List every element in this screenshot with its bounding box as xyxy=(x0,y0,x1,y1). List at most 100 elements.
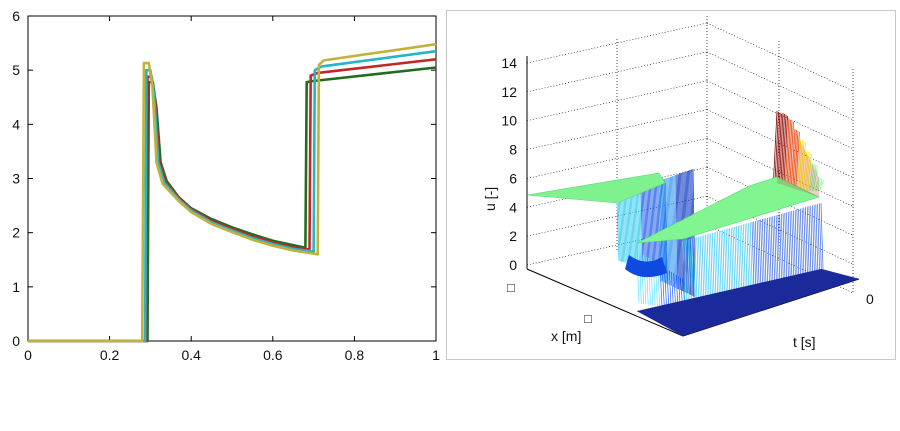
mesh-line xyxy=(798,209,801,276)
mesh-line xyxy=(664,267,667,308)
mesh-line xyxy=(818,203,822,270)
mesh-line xyxy=(820,202,824,270)
mesh-line xyxy=(804,151,809,192)
mesh-line xyxy=(755,221,758,289)
x-tick-label: 0.2 xyxy=(100,347,120,360)
mesh-line xyxy=(780,113,785,192)
mesh-line xyxy=(814,176,820,192)
line-chart: 0 0.2 0.4 0.6 0.8 1 0 1 2 3 4 5 6 xyxy=(12,8,440,360)
mesh-line xyxy=(801,208,805,275)
z-tick-label: 4 xyxy=(509,199,517,215)
mesh-line xyxy=(798,139,803,192)
surface-base xyxy=(637,269,859,336)
mesh-line xyxy=(711,232,715,303)
mesh-line xyxy=(652,187,656,271)
mesh-line xyxy=(725,229,729,298)
mesh-line xyxy=(710,233,713,303)
grid-line xyxy=(526,195,708,237)
grid-line xyxy=(526,80,708,122)
z-tick-label: 14 xyxy=(501,55,517,71)
mesh-line xyxy=(655,186,658,271)
mesh-line xyxy=(720,230,724,300)
surface-chart-panel: 0 2 4 6 8 10 12 14 u [-] x [m] t [s] □ □ 0 xyxy=(446,10,896,360)
mesh-line xyxy=(791,211,795,278)
mesh-line xyxy=(622,198,626,263)
z-tick-label: 6 xyxy=(509,170,517,186)
mesh-line xyxy=(813,165,818,192)
z-tick-label: 12 xyxy=(501,84,517,100)
mesh-line xyxy=(744,223,748,293)
mesh-line xyxy=(717,231,720,301)
y-tick-label: 1 xyxy=(12,279,20,295)
x-tick-label: 0.6 xyxy=(263,347,283,360)
mesh-line xyxy=(736,226,739,295)
mesh-line xyxy=(802,150,808,192)
mesh-line xyxy=(705,234,708,305)
mesh-line xyxy=(627,196,631,264)
z-tick-label: 8 xyxy=(509,142,517,158)
mesh-line xyxy=(808,206,812,273)
t-tick-label: 0 xyxy=(866,291,874,307)
mesh-line xyxy=(715,231,719,302)
mesh-line xyxy=(617,200,621,262)
mesh-line xyxy=(696,237,700,307)
surface-plateau-left xyxy=(526,172,666,204)
mesh-line xyxy=(623,198,627,263)
mesh-line xyxy=(767,217,770,286)
z-tick-label: 10 xyxy=(501,113,517,129)
mesh-line xyxy=(774,215,777,284)
mesh-line xyxy=(768,217,772,285)
x-tick-label: □ xyxy=(507,280,515,295)
mesh-line xyxy=(784,212,788,281)
surface-trough xyxy=(625,255,667,278)
mesh-line xyxy=(816,177,821,192)
grid-line xyxy=(706,51,854,121)
mesh-line xyxy=(647,189,651,269)
mesh-line xyxy=(629,196,633,265)
surface-plateau-right xyxy=(636,176,820,244)
mesh-line xyxy=(734,226,738,296)
mesh-line xyxy=(793,130,799,192)
mesh-line xyxy=(722,230,726,299)
mesh-line xyxy=(729,228,732,297)
mesh-line xyxy=(698,236,701,307)
mesh-line xyxy=(691,238,694,309)
surface-spike xyxy=(777,111,819,197)
x-tick-label: 1 xyxy=(432,347,440,360)
mesh-line xyxy=(763,218,767,287)
mesh-line xyxy=(810,163,815,192)
mesh-line xyxy=(786,119,791,192)
mesh-line xyxy=(758,220,762,288)
mesh-line xyxy=(730,227,734,297)
mesh-line xyxy=(741,224,744,294)
mesh-line xyxy=(649,188,652,270)
mesh-line xyxy=(625,197,628,264)
mesh-line xyxy=(748,222,751,292)
y-tick-label: 0 xyxy=(12,333,20,349)
mesh-line xyxy=(634,194,638,266)
mesh-line xyxy=(781,114,787,192)
y-tick-label: 5 xyxy=(12,62,20,78)
y-tick-label: 2 xyxy=(12,225,20,241)
mesh-line xyxy=(643,191,646,268)
grid-line xyxy=(706,22,854,92)
x-tick-label: □ xyxy=(584,311,592,326)
mesh-line xyxy=(713,232,717,302)
x-tick-label: 0.8 xyxy=(345,347,365,360)
mesh-line xyxy=(644,190,647,268)
mesh-line xyxy=(792,129,797,192)
mesh-line xyxy=(790,128,796,192)
mesh-line xyxy=(795,131,800,192)
grid-line xyxy=(526,51,708,93)
mesh-line xyxy=(819,179,824,192)
mesh-line xyxy=(641,191,645,268)
x-axis-line xyxy=(526,268,684,337)
mesh-line xyxy=(787,212,791,279)
x-axis-label: x [m] xyxy=(551,328,581,344)
mesh-line xyxy=(666,269,670,309)
mesh-line xyxy=(786,212,789,280)
mesh-line xyxy=(810,205,813,273)
mesh-line xyxy=(784,118,790,192)
mesh-line xyxy=(801,141,806,192)
grid-line xyxy=(526,166,708,208)
